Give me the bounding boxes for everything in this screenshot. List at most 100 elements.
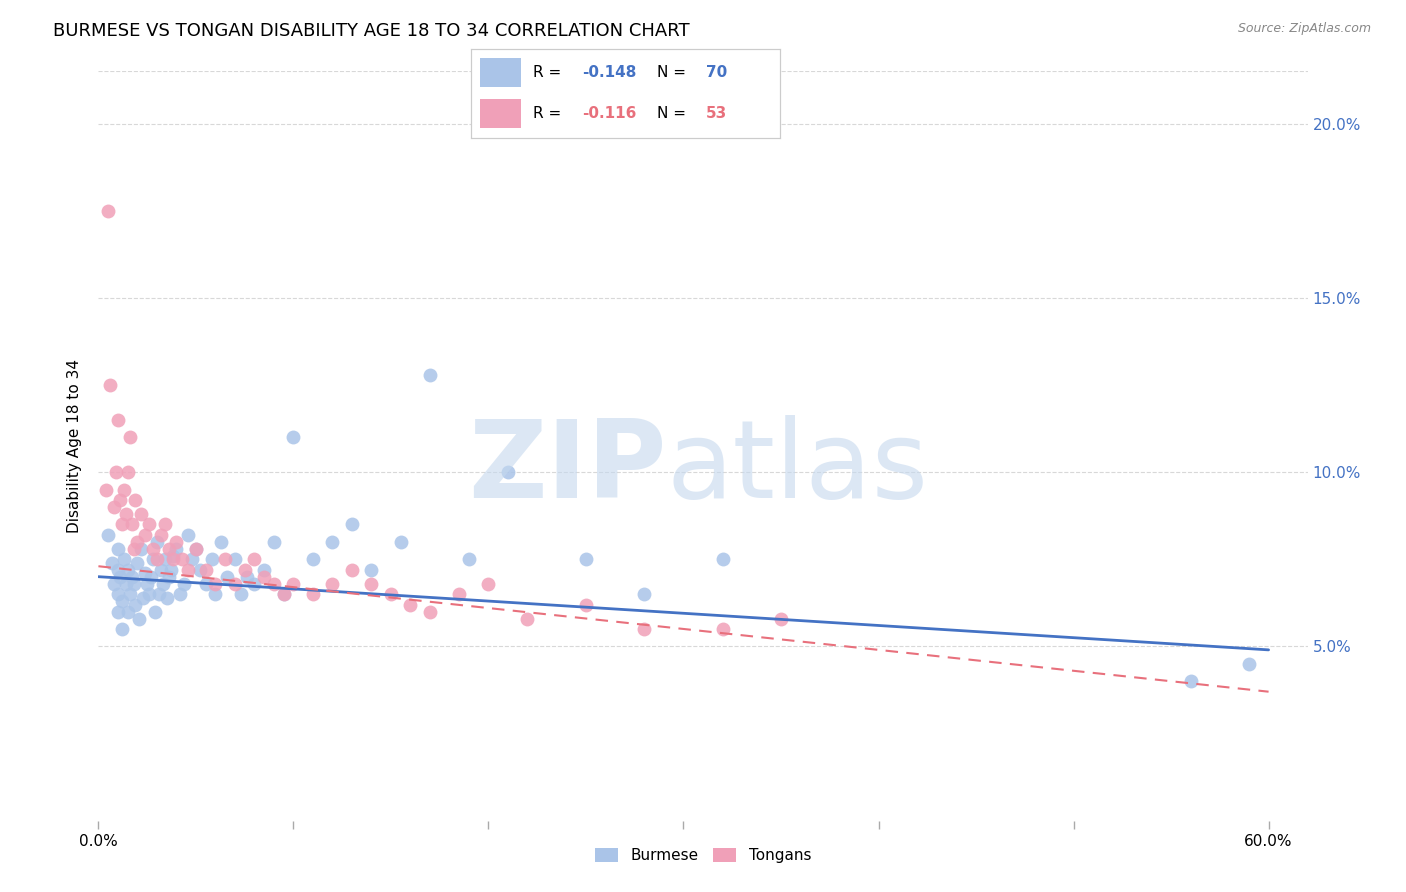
Text: R =: R = [533,65,567,79]
Point [142,552,165,566]
Point [98,378,121,392]
Point [243,552,266,566]
Y-axis label: Disability Age 18 to 34: Disability Age 18 to 34 [67,359,83,533]
Point [139,570,162,584]
Point [108,570,131,584]
Text: BURMESE VS TONGAN DISABILITY AGE 18 TO 34 CORRELATION CHART: BURMESE VS TONGAN DISABILITY AGE 18 TO 3… [53,22,690,40]
Point [181,552,204,566]
Point [128,611,150,625]
Point [194,563,217,577]
Point [104,465,127,479]
Point [103,576,125,591]
Point [235,570,257,584]
Text: -0.148: -0.148 [582,65,637,79]
Point [575,552,598,566]
Point [217,570,239,584]
Text: R =: R = [533,106,567,120]
Point [97,528,120,542]
Point [283,430,305,444]
Point [118,430,141,444]
Point [97,203,120,218]
Point [138,587,160,601]
Point [302,587,325,601]
Point [124,598,146,612]
Point [111,517,134,532]
Point [243,576,266,591]
Point [360,576,382,591]
Point [633,622,655,636]
Text: N =: N = [657,106,690,120]
Point [253,563,276,577]
Text: -0.116: -0.116 [582,106,637,120]
Point [114,576,136,591]
Point [711,552,734,566]
Point [172,552,194,566]
Point [263,576,285,591]
Point [103,500,125,514]
Point [153,517,176,532]
Point [283,576,305,591]
Point [157,570,180,584]
Point [302,552,325,566]
Bar [481,58,520,87]
Point [117,465,139,479]
Point [127,534,149,549]
Point [229,587,252,601]
Point [149,563,172,577]
Point [769,611,792,625]
Point [114,507,136,521]
Point [148,587,170,601]
Point [132,591,155,605]
Point [194,576,217,591]
Point [153,552,176,566]
Point [157,541,180,556]
Point [162,552,184,566]
Point [162,549,184,563]
Point [112,552,135,566]
Point [101,556,124,570]
Point [233,563,256,577]
Point [204,587,226,601]
Point [204,576,226,591]
Point [112,483,135,497]
Point [108,493,131,508]
Point [107,563,129,577]
Point [200,552,222,566]
Point [177,528,200,542]
Point [142,541,165,556]
Text: 70: 70 [706,65,727,79]
Point [146,552,169,566]
Point [449,587,471,601]
Point [184,541,207,556]
Point [224,576,246,591]
Point [458,552,481,566]
Point [173,576,195,591]
Point [188,563,211,577]
Point [165,541,187,556]
Point [134,566,156,581]
Point [131,541,153,556]
Point [107,605,129,619]
Point [380,587,402,601]
Point [516,611,538,625]
Point [169,587,191,601]
Point [117,605,139,619]
Point [143,605,166,619]
Text: ZIP: ZIP [468,416,666,522]
Point [146,534,169,549]
Point [121,517,143,532]
Point [263,534,285,549]
Point [156,591,179,605]
Point [496,465,519,479]
Point [419,368,441,382]
Text: N =: N = [657,65,690,79]
Point [340,517,363,532]
Point [121,570,143,584]
Point [321,534,343,549]
Point [107,541,129,556]
Bar [481,99,520,128]
Point [1237,657,1260,671]
Text: Source: ZipAtlas.com: Source: ZipAtlas.com [1237,22,1371,36]
Point [1180,674,1202,689]
Point [360,563,382,577]
